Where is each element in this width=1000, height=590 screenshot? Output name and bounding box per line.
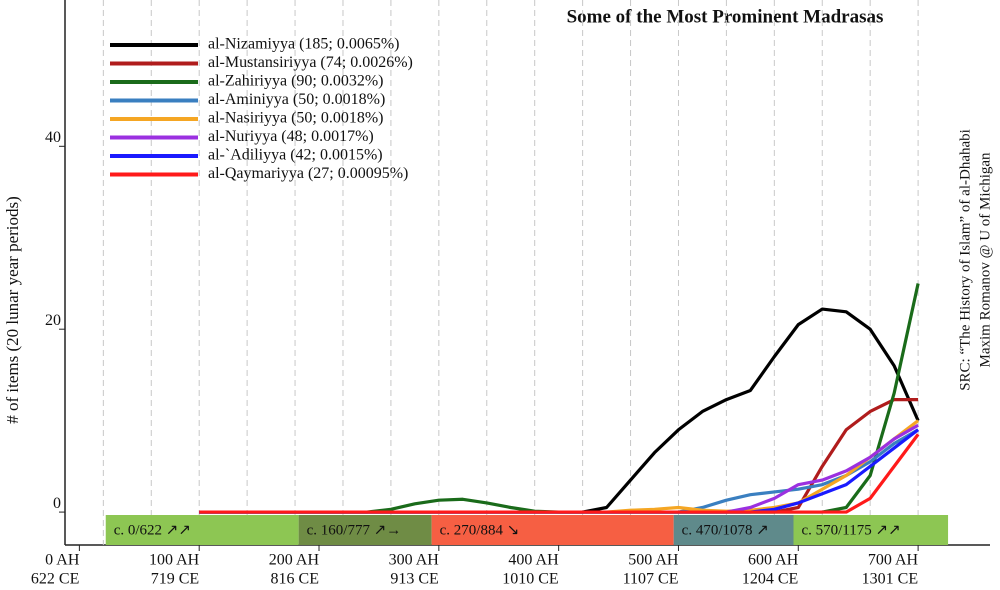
chart-title: Some of the Most Prominent Madrasas: [567, 6, 884, 27]
x-tick-label: 700 AH: [868, 552, 919, 569]
source: Maxim Romanov @ U of Michigan: [977, 152, 993, 368]
x-tick-sublabel: 1107 CE: [623, 571, 679, 588]
period-band: [673, 515, 794, 545]
x-tick-label: 400 AH: [508, 552, 559, 569]
legend-label: al-Nasiriyya (50; 0.0018%): [208, 110, 384, 127]
legend-label: al-Mustansiriyya (74; 0.0026%): [208, 54, 413, 71]
period-label: c. 160/777 ↗→: [307, 522, 402, 538]
period-band: [298, 515, 432, 545]
period-band: [793, 515, 949, 545]
x-tick-label: 0 AH: [45, 552, 80, 569]
x-tick-label: 500 AH: [628, 552, 679, 569]
legend-label: al-Zahiriyya (90; 0.0032%): [208, 73, 384, 90]
legend-label: al-Aminiyya (50; 0.0018%): [208, 91, 385, 108]
x-tick-label: 100 AH: [149, 552, 200, 569]
x-tick-sublabel: 816 CE: [271, 571, 319, 588]
series-line: [199, 428, 920, 514]
period-label: c. 270/884 ↘: [440, 522, 520, 538]
x-tick-sublabel: 1204 CE: [742, 571, 798, 588]
period-label: c. 570/1175 ↗↗: [801, 522, 900, 538]
legend-label: al-Nizamiyya (185; 0.0065%): [208, 36, 400, 53]
x-tick-label: 200 AH: [269, 552, 320, 569]
y-tick-label: 40: [45, 129, 61, 146]
period-band: [431, 515, 674, 545]
x-tick-sublabel: 1301 CE: [862, 571, 918, 588]
period-label: c. 0/622 ↗↗: [114, 522, 191, 538]
period-label: c. 470/1078 ↗: [682, 522, 769, 538]
x-tick-label: 300 AH: [389, 552, 440, 569]
y-tick-label: 20: [45, 312, 61, 329]
x-tick-label: 600 AH: [748, 552, 799, 569]
legend-label: al-Qaymariyya (27; 0.00095%): [208, 165, 408, 182]
legend-label: al-`Adiliyya (42; 0.0015%): [208, 147, 383, 164]
y-tick-label: 0: [53, 495, 61, 512]
x-tick-sublabel: 719 CE: [151, 571, 199, 588]
period-band: [105, 515, 299, 545]
x-tick-sublabel: 622 CE: [31, 571, 79, 588]
legend-label: al-Nuriyya (48; 0.0017%): [208, 128, 374, 145]
y-axis-label: # of items (20 lunar year periods): [3, 196, 22, 424]
series-line: [199, 433, 920, 514]
x-tick-sublabel: 913 CE: [390, 571, 438, 588]
source: SRC: “The History of Islam” of al-Dhahab…: [957, 129, 973, 391]
x-tick-sublabel: 1010 CE: [502, 571, 558, 588]
